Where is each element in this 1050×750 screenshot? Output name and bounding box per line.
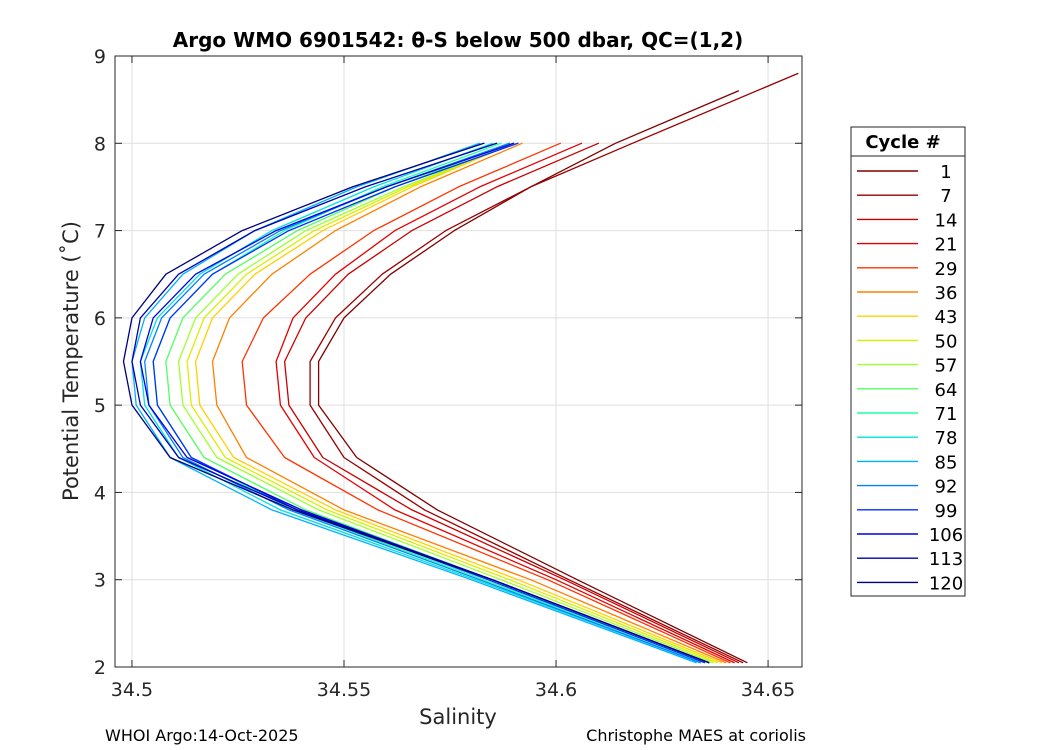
series-line-cycle-1 — [317, 90, 748, 664]
y-tick-label: 4 — [94, 482, 106, 504]
data-series — [122, 72, 799, 664]
legend-label: 1 — [940, 162, 951, 183]
legend-title: Cycle # — [865, 132, 940, 153]
x-tick-label: 34.55 — [317, 679, 371, 701]
legend-label: 64 — [935, 380, 958, 401]
x-tick-label: 34.65 — [741, 679, 795, 701]
series-line-cycle-57 — [177, 142, 714, 664]
legend-label: 92 — [935, 477, 958, 498]
y-tick-label: 2 — [94, 657, 106, 679]
series-line-cycle-64 — [165, 142, 710, 664]
footer-credit-left: WHOI Argo:14-Oct-2025 — [105, 726, 299, 745]
y-tick-label: 9 — [94, 46, 106, 68]
legend-entry: 64 — [857, 380, 957, 401]
legend-label: 21 — [935, 235, 958, 256]
legend-label: 78 — [935, 428, 958, 449]
legend-entry: 92 — [857, 477, 957, 498]
legend-entry: 106 — [857, 525, 963, 546]
series-line-cycle-106 — [139, 142, 710, 664]
legend-entry: 29 — [857, 259, 957, 280]
legend-entry: 21 — [857, 235, 957, 256]
x-tick-label: 34.6 — [535, 679, 577, 701]
legend-box — [850, 126, 966, 597]
plot-background — [115, 56, 802, 667]
y-tick-label: 8 — [94, 133, 106, 155]
legend-entry: 57 — [857, 356, 957, 377]
series-line-cycle-120 — [122, 142, 710, 664]
y-tick-label: 5 — [94, 395, 106, 417]
legend-label: 99 — [935, 501, 958, 522]
legend-entry: 36 — [857, 283, 957, 304]
y-axis-label: Potential Temperature (˚C) — [59, 221, 83, 501]
x-tick-label: 34.5 — [111, 679, 153, 701]
legend-label: 14 — [935, 210, 958, 231]
legend-label: 71 — [935, 404, 958, 425]
plot-area: 34.5 34.55 34.6 34.65 2 3 4 5 6 7 8 9 — [94, 46, 803, 701]
plot-frame — [114, 55, 803, 668]
legend-entry: 1 — [857, 162, 952, 183]
legend-entry: 14 — [857, 210, 957, 231]
y-tick-label: 6 — [94, 308, 106, 330]
legend-label: 113 — [929, 549, 963, 570]
legend-label: 7 — [940, 186, 951, 207]
series-line-cycle-43 — [194, 142, 723, 664]
y-tick-label: 3 — [94, 570, 106, 592]
legend: Cycle # 17142129364350576471788592991061… — [850, 126, 966, 597]
footer-credit-right: Christophe MAES at coriolis — [586, 726, 806, 745]
legend-label: 36 — [935, 283, 958, 304]
legend-entry: 71 — [857, 404, 957, 425]
y-tick-label: 7 — [94, 221, 106, 243]
series-line-cycle-21 — [275, 142, 735, 664]
legend-label: 106 — [929, 525, 963, 546]
legend-entries: 1 7 14 21 29 36 43 50 57 64 71 78 85 92 99 106 113 120 — [857, 162, 963, 594]
legend-entry: 43 — [857, 307, 957, 328]
legend-label: 57 — [935, 356, 958, 377]
legend-label: 50 — [935, 331, 958, 352]
legend-entry: 113 — [857, 549, 963, 570]
legend-entry: 85 — [857, 452, 957, 473]
series-line-cycle-92 — [144, 142, 701, 664]
series-line-cycle-113 — [131, 142, 710, 664]
legend-label: 85 — [935, 452, 958, 473]
series-line-cycle-29 — [241, 142, 731, 664]
x-axis-label: Salinity — [419, 705, 497, 729]
legend-label: 120 — [929, 573, 963, 594]
legend-entry: 99 — [857, 501, 957, 522]
legend-entry: 7 — [857, 186, 952, 207]
legend-entry: 50 — [857, 331, 957, 352]
series-line-cycle-7 — [309, 72, 799, 664]
axis-ticks: 34.5 34.55 34.6 34.65 2 3 4 5 6 7 8 9 — [94, 46, 802, 701]
series-line-cycle-14 — [283, 142, 740, 664]
series-line-cycle-50 — [186, 142, 718, 664]
chart-title: Argo WMO 6901542: θ-S below 500 dbar, QC… — [173, 28, 743, 52]
legend-label: 43 — [935, 307, 958, 328]
legend-entry: 78 — [857, 428, 957, 449]
legend-label: 29 — [935, 259, 958, 280]
legend-entry: 120 — [857, 573, 963, 594]
series-line-cycle-36 — [211, 142, 727, 664]
